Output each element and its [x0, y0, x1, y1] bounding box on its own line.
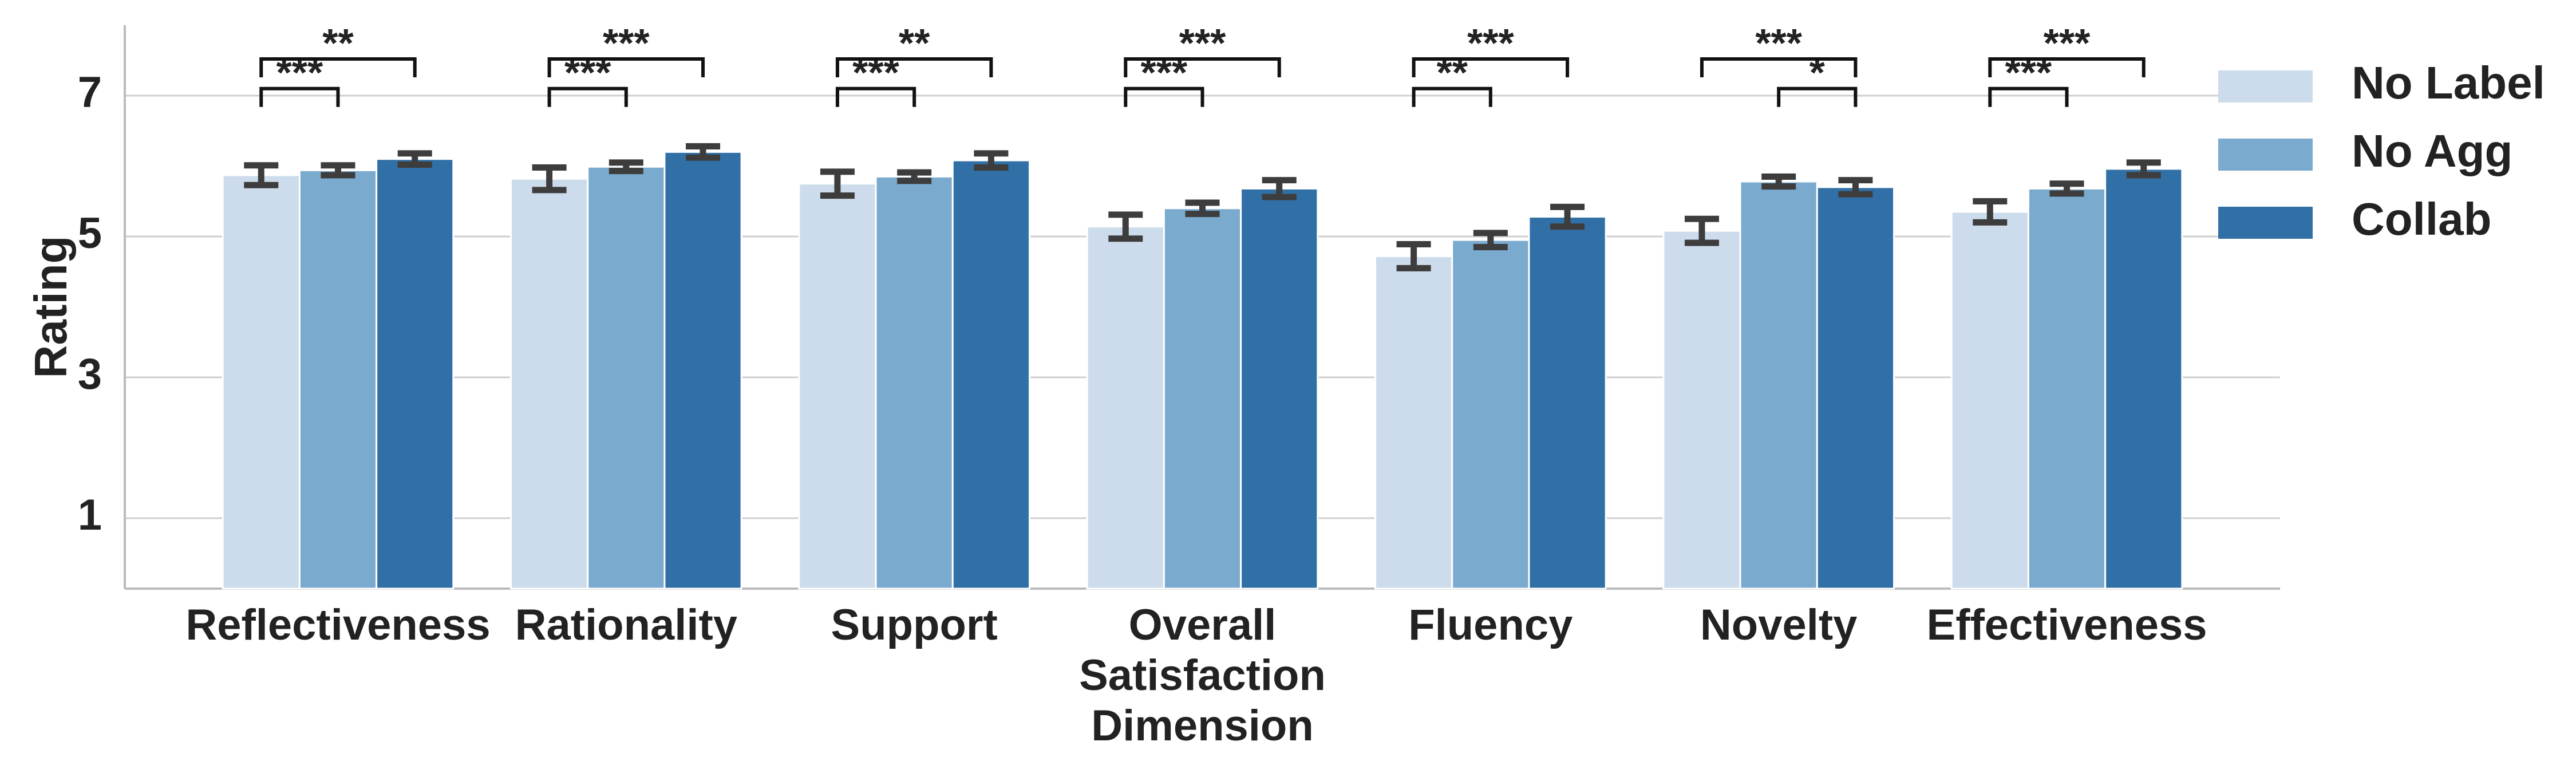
- x-tick-label: Reflectiveness: [185, 601, 491, 649]
- significance-label: ***: [1755, 21, 1802, 65]
- significance-label: ***: [1467, 21, 1514, 65]
- error-bar: [1473, 230, 1508, 250]
- x-tick-label: Support: [831, 601, 998, 649]
- error-bar: [397, 150, 432, 168]
- significance-bracket: [835, 86, 916, 107]
- significance-bracket: [1988, 86, 2069, 107]
- significance-label: ***: [1179, 21, 1226, 65]
- error-bar: [1684, 215, 1719, 246]
- x-tick-label: Overall Satisfaction Dimension: [1079, 601, 1326, 750]
- error-bar: [2049, 180, 2084, 197]
- error-bar: [1838, 177, 1873, 198]
- y-tick-label: 5: [78, 209, 102, 258]
- legend-swatch: [2218, 70, 2313, 102]
- significance-bracket: [1412, 86, 1492, 107]
- bar: [1950, 211, 2029, 590]
- bar: [2027, 187, 2107, 590]
- bar: [1240, 187, 1319, 590]
- error-bar: [974, 150, 1009, 171]
- bar: [1528, 216, 1607, 590]
- bar: [1739, 180, 1818, 590]
- error-bar: [1185, 199, 1220, 218]
- bar: [587, 165, 666, 590]
- y-tick-label: 3: [78, 350, 102, 399]
- error-bar: [2126, 159, 2161, 179]
- bar: [1374, 255, 1453, 590]
- legend-label: No Agg: [2352, 125, 2512, 176]
- significance-bracket: [547, 86, 628, 107]
- error-bar: [1396, 241, 1431, 271]
- bar: [1816, 186, 1895, 590]
- error-bar: [686, 143, 721, 161]
- significance-bracket: [547, 57, 705, 78]
- significance-bracket: [259, 57, 417, 78]
- bar: [875, 175, 954, 590]
- error-bar: [1262, 177, 1297, 200]
- significance-label: ***: [852, 50, 899, 95]
- significance-label: **: [1436, 50, 1468, 95]
- bar: [1086, 226, 1165, 590]
- error-bar: [532, 164, 567, 194]
- significance-label: **: [322, 21, 354, 65]
- significance-label: ***: [603, 21, 650, 65]
- significance-bracket: [1777, 86, 1858, 107]
- bar: [2104, 168, 2183, 590]
- legend-label: Collab: [2352, 194, 2491, 244]
- y-tick-label: 1: [78, 491, 102, 539]
- bar: [376, 158, 455, 590]
- error-bar: [897, 169, 932, 184]
- x-tick-label: Effectiveness: [1926, 601, 2207, 649]
- bar: [509, 178, 589, 590]
- bar: [298, 169, 378, 590]
- error-bar: [321, 162, 355, 179]
- error-bar: [244, 162, 279, 188]
- bar: [1451, 239, 1530, 590]
- x-tick-label: Fluency: [1408, 601, 1573, 649]
- significance-bracket: [1988, 57, 2146, 78]
- significance-bracket: [1412, 57, 1570, 78]
- x-tick-label: Rationality: [515, 601, 738, 649]
- x-tick-label: Novelty: [1700, 601, 1858, 649]
- error-bar: [820, 168, 855, 199]
- error-bar: [1761, 173, 1796, 190]
- bar: [1662, 230, 1741, 590]
- bar: [222, 174, 301, 590]
- bar: [951, 159, 1030, 590]
- error-bar: [1973, 198, 2008, 226]
- error-bar: [609, 159, 643, 175]
- significance-label: **: [899, 21, 930, 65]
- significance-label: ***: [276, 50, 323, 95]
- significance-bracket: [1700, 57, 1858, 78]
- bar: [663, 151, 742, 590]
- legend-swatch: [2218, 207, 2313, 239]
- legend-label: No Label: [2352, 57, 2545, 108]
- legend-swatch: [2218, 139, 2313, 171]
- error-bar: [1550, 203, 1585, 230]
- y-tick-label: 7: [78, 68, 102, 117]
- y-axis-label: Rating: [25, 236, 76, 378]
- significance-label: *: [1809, 50, 1826, 95]
- significance-label: ***: [2044, 21, 2091, 65]
- significance-bracket: [835, 57, 993, 78]
- bar: [1163, 207, 1242, 590]
- bar: [798, 183, 877, 590]
- significance-bracket: [259, 86, 340, 107]
- significance-bracket: [1124, 86, 1204, 107]
- error-bar: [1108, 211, 1143, 242]
- significance-bracket: [1124, 57, 1281, 78]
